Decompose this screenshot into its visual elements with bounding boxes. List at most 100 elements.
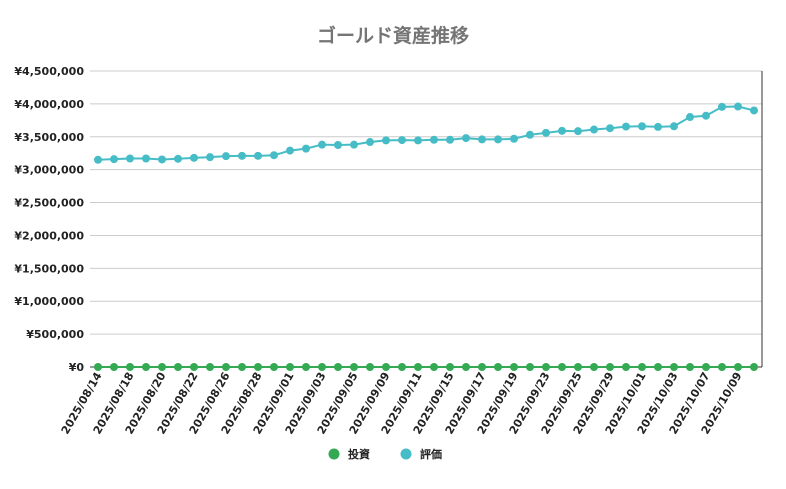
series-line: [97, 105, 755, 161]
data-point: [670, 122, 678, 131]
data-point: [206, 363, 214, 371]
data-point: [110, 155, 118, 164]
data-point: [622, 122, 630, 131]
data-point: [638, 122, 646, 131]
data-point: [206, 153, 214, 162]
data-point: [238, 151, 246, 160]
data-point: [142, 363, 150, 371]
chart-title: ゴールド資産推移: [317, 24, 469, 47]
legend-item[interactable]: 投資: [328, 447, 371, 461]
data-point: [702, 111, 710, 120]
data-point: [174, 363, 182, 371]
data-point: [110, 363, 118, 371]
legend-item[interactable]: 評価: [400, 447, 443, 461]
data-point: [318, 363, 326, 371]
data-point: [350, 363, 358, 371]
data-point: [446, 135, 454, 144]
legend[interactable]: 投資 評価: [328, 447, 443, 461]
y-axis-tick-labels: ¥0 ¥500,000 ¥1,000,000 ¥1,500,000 ¥2,000,000…: [14, 65, 84, 374]
y-tick-label: ¥2,000,000: [14, 229, 84, 242]
data-point: [270, 363, 278, 371]
data-point: [222, 363, 230, 371]
data-point: [686, 363, 694, 371]
data-point: [222, 152, 230, 161]
data-point: [318, 140, 326, 149]
data-point: [94, 363, 102, 371]
data-point: [638, 363, 646, 371]
data-point: [238, 363, 246, 371]
data-point: [462, 363, 470, 371]
y-tick-label: ¥3,000,000: [14, 164, 84, 177]
y-tick-label: ¥500,000: [26, 328, 84, 341]
legend-marker: [400, 448, 412, 460]
y-tick-label: ¥1,000,000: [14, 295, 84, 308]
data-point: [590, 363, 598, 371]
data-point: [622, 363, 630, 371]
gridlines: [90, 70, 762, 335]
y-tick-label: ¥4,500,000: [14, 65, 84, 78]
data-point: [430, 135, 438, 144]
data-point: [350, 140, 358, 149]
data-point: [366, 363, 374, 371]
data-point: [270, 151, 278, 160]
data-point: [558, 126, 566, 135]
data-point: [606, 124, 614, 133]
data-point: [254, 363, 262, 371]
data-point: [366, 138, 374, 147]
data-point: [254, 151, 262, 160]
data-point: [94, 155, 102, 164]
data-point: [174, 154, 182, 163]
data-point: [382, 363, 390, 371]
data-point: [158, 363, 166, 371]
data-point: [510, 134, 518, 143]
data-point: [494, 135, 502, 144]
data-point: [670, 363, 678, 371]
data-point: [334, 141, 342, 149]
data-point: [126, 363, 134, 371]
data-point: [286, 146, 294, 155]
legend-label: 投資: [348, 447, 370, 461]
data-point: [606, 363, 614, 371]
legend-label: 評価: [420, 447, 442, 461]
data-point: [398, 363, 406, 371]
data-point: [286, 363, 294, 371]
data-point: [158, 155, 166, 164]
data-point: [734, 102, 742, 111]
data-point: [526, 130, 534, 139]
data-point: [702, 363, 710, 371]
data-point: [190, 363, 198, 371]
data-point: [430, 363, 438, 371]
data-point: [334, 363, 342, 371]
data-point: [190, 153, 198, 162]
data-point: [750, 106, 758, 115]
axes: [90, 71, 763, 368]
data-point: [558, 363, 566, 371]
data-point: [542, 363, 550, 371]
data-point: [446, 363, 454, 371]
data-point: [542, 128, 550, 137]
y-tick-label: ¥2,500,000: [14, 197, 84, 210]
data-point: [414, 363, 422, 371]
data-point: [142, 154, 150, 163]
data-point: [414, 136, 422, 145]
data-point: [302, 144, 310, 153]
data-point: [590, 125, 598, 134]
legend-marker: [328, 448, 340, 460]
data-point: [478, 135, 486, 144]
data-point: [510, 363, 518, 371]
data-point: [398, 136, 406, 145]
data-point: [126, 154, 134, 163]
data-point: [734, 363, 742, 371]
series-評価: [94, 102, 758, 164]
series-投資: [94, 363, 758, 371]
series: [94, 102, 758, 371]
y-tick-label: ¥4,000,000: [14, 98, 84, 111]
data-point: [478, 363, 486, 371]
data-point: [526, 363, 534, 371]
data-point: [654, 122, 662, 131]
data-point: [494, 363, 502, 371]
x-axis-tick-labels: 2025/08/142025/08/182025/08/202025/08/22…: [59, 370, 745, 437]
y-tick-label: ¥1,500,000: [14, 262, 84, 275]
